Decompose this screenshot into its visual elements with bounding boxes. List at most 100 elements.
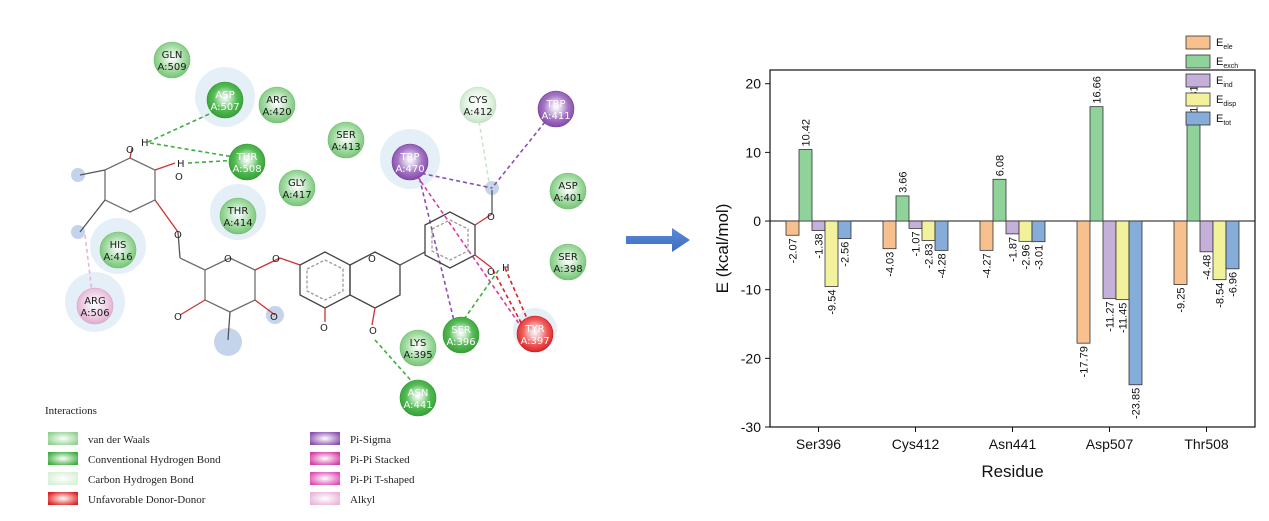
residue-id: A:416	[103, 252, 132, 263]
legend-label: Alkyl	[350, 494, 375, 506]
chart-legend-label: Etot	[1216, 113, 1231, 127]
bar	[921, 220, 936, 241]
bar-value-label: 6.08	[995, 155, 1007, 176]
chart-legend-swatch	[1185, 92, 1211, 107]
bar-value-label: -2.07	[788, 238, 800, 263]
residue-name: SER	[558, 252, 578, 263]
bar-value-label: -23.85	[1131, 388, 1143, 419]
bar	[882, 220, 897, 250]
oxygen-atom: O	[272, 254, 280, 265]
residue-name: ASN	[408, 388, 429, 399]
legend-swatch	[310, 432, 340, 445]
bar	[1225, 220, 1240, 270]
hydrogen-atom: H	[141, 138, 149, 149]
x-tick-label: Ser396	[796, 436, 841, 452]
bar-value-label: -9.25	[1176, 288, 1188, 313]
residue-name: GLY	[288, 178, 307, 189]
legend-title: Interactions	[45, 405, 97, 417]
bar-value-label: -9.54	[827, 290, 839, 315]
legend-item: Alkyl	[310, 492, 375, 506]
bar-value-label: -2.96	[1021, 244, 1033, 269]
residue-id: A:414	[223, 218, 252, 229]
bar	[895, 195, 910, 222]
bar	[837, 220, 852, 240]
bar	[1031, 220, 1046, 243]
residue-id: A:470	[395, 164, 424, 175]
bar	[785, 220, 800, 236]
oxygen-atom: O	[126, 145, 134, 156]
residue-name: THR	[227, 206, 249, 217]
oxygen-atom: O	[487, 267, 495, 278]
bar	[1128, 220, 1143, 386]
legend-label: Carbon Hydrogen Bond	[88, 474, 194, 486]
y-tick-label: 10	[745, 144, 761, 160]
legend-item: Pi-Pi T-shaped	[310, 472, 415, 486]
legend-label: Pi-Pi T-shaped	[350, 474, 415, 486]
chart-legend-swatch	[1185, 73, 1211, 88]
bar	[934, 220, 949, 251]
legend-label: Conventional Hydrogen Bond	[88, 454, 221, 466]
bar	[811, 220, 826, 231]
hydrogen-atom: H	[177, 159, 185, 170]
residue-name: THR	[236, 152, 258, 163]
legend-swatch	[310, 472, 340, 485]
legend-swatch	[48, 492, 78, 505]
ligand-skeleton	[79, 147, 493, 341]
y-tick-label: 0	[753, 213, 761, 229]
chart-legend-label: Eind	[1216, 75, 1233, 89]
chart-legend-item: Eele	[1185, 35, 1233, 51]
residue-id: A:507	[210, 102, 239, 113]
oxygen-atom: O	[487, 212, 495, 223]
legend-item: Pi-Pi Stacked	[310, 452, 410, 466]
bar	[1199, 220, 1214, 253]
residue-id: A:506	[80, 308, 109, 319]
bar	[1089, 106, 1104, 222]
oxygen-atom: O	[369, 326, 377, 337]
legend-label: Unfavorable Donor-Donor	[88, 494, 206, 506]
bar-value-label: 10.42	[801, 119, 813, 147]
bar	[824, 220, 839, 287]
residue-id: A:441	[403, 400, 432, 411]
residue-id: A:412	[463, 107, 492, 118]
legend-swatch	[310, 452, 340, 465]
residue-name: TRP	[545, 99, 565, 110]
chart-legend-swatch	[1185, 35, 1211, 50]
bar-value-label: -1.07	[911, 231, 923, 256]
legend-label: Pi-Sigma	[350, 434, 391, 446]
legend-item: van der Waals	[48, 432, 150, 446]
chart-legend-swatch	[1185, 111, 1211, 126]
interactions-legend: Interactions van der Waals Conventional H…	[45, 405, 415, 506]
oxygen-atom: O	[224, 254, 232, 265]
bar	[1102, 220, 1117, 299]
x-tick-label: Cys412	[892, 436, 940, 452]
oxygen-atom: O	[174, 312, 182, 323]
x-tick-label: Thr508	[1184, 436, 1229, 452]
bar	[1005, 220, 1020, 235]
residue-name: ASP	[215, 90, 234, 101]
chart-legend-label: Edisp	[1216, 94, 1236, 108]
oxygen-atom: O	[320, 323, 328, 334]
x-axis-label: Residue	[981, 462, 1043, 481]
legend-item: Unfavorable Donor-Donor	[48, 492, 206, 506]
chart-legend-label: Eele	[1216, 37, 1233, 51]
residue-id: A:508	[232, 164, 261, 175]
residue-id: A:398	[553, 264, 582, 275]
bar	[1212, 220, 1227, 281]
legend-label: van der Waals	[88, 434, 150, 446]
legend-item: Carbon Hydrogen Bond	[48, 472, 194, 486]
bar-value-label: -4.28	[937, 253, 949, 278]
x-tick-label: Asn441	[989, 436, 1037, 452]
bar-value-label: 3.66	[898, 171, 910, 192]
chart-legend-item: Etot	[1185, 111, 1231, 127]
